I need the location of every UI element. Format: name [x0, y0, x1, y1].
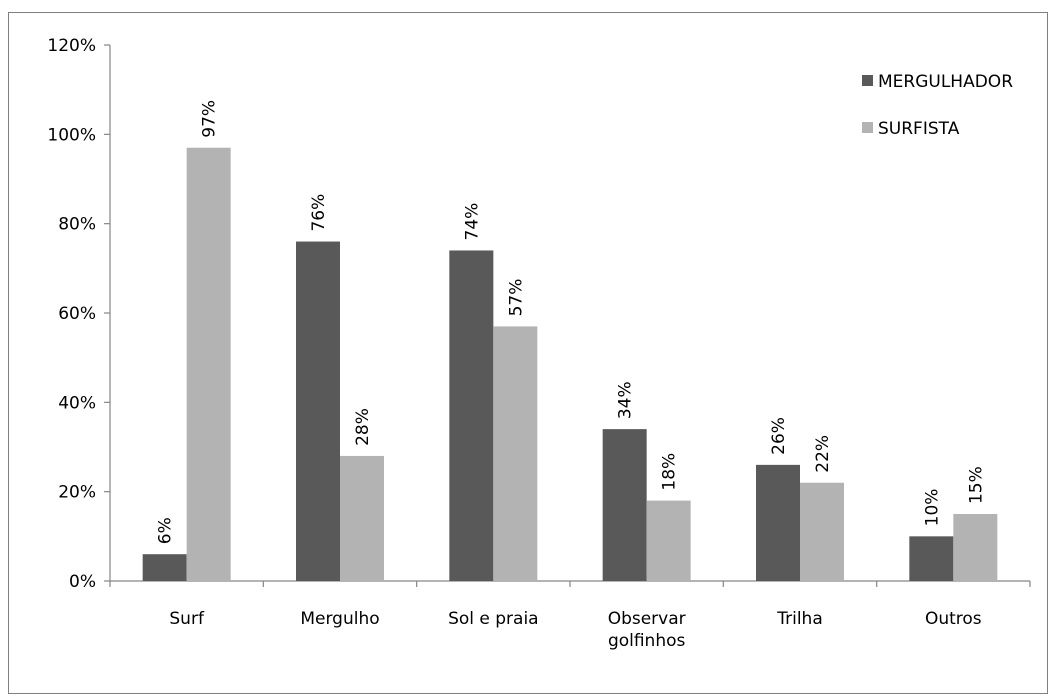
- data-label: 74%: [462, 203, 482, 241]
- data-label: 28%: [353, 408, 373, 446]
- bar: [449, 250, 494, 581]
- y-tick-label: 120%: [47, 36, 96, 56]
- x-tick-label: Outros: [925, 609, 982, 629]
- bar: [909, 536, 954, 581]
- bar: [340, 455, 384, 581]
- legend-swatch: [862, 75, 873, 86]
- data-labels: 6% 97% 76% 28% 74% 57% 34% 18% 26% 22% 10% 15%: [156, 100, 987, 544]
- bar: [953, 514, 998, 581]
- data-label: 34%: [616, 381, 636, 419]
- legend: MERGULHADOR SURFISTA: [862, 72, 1013, 139]
- bar: [186, 147, 231, 581]
- bar: [296, 241, 340, 582]
- y-tick-label: 80%: [58, 215, 96, 235]
- y-tick-label: 100%: [47, 125, 96, 145]
- bar: [646, 500, 691, 581]
- data-label: 97%: [200, 100, 220, 138]
- y-tick-label: 0%: [69, 572, 96, 592]
- legend-label: MERGULHADOR: [878, 72, 1013, 92]
- x-tick-label: Surf: [169, 609, 205, 629]
- bar: [493, 326, 538, 581]
- data-label: 18%: [660, 453, 680, 491]
- data-label: 22%: [813, 435, 833, 473]
- data-label: 57%: [506, 279, 526, 317]
- bar: [756, 464, 800, 581]
- data-label: 76%: [309, 194, 329, 232]
- y-tick-label: 40%: [58, 393, 96, 413]
- legend-swatch: [862, 122, 873, 133]
- x-tick-label: Observar golfinhos: [608, 609, 686, 651]
- data-label: 26%: [769, 417, 789, 455]
- x-tick-label: Trilha: [776, 609, 823, 629]
- bar: [602, 429, 647, 581]
- x-axis: Surf Mergulho Sol e praia Observar golfinhos…: [109, 580, 1031, 651]
- x-tick-label: Sol e praia: [448, 609, 539, 629]
- x-tick-label: Mergulho: [300, 609, 379, 629]
- bar: [142, 554, 187, 581]
- legend-label: SURFISTA: [878, 119, 960, 139]
- data-label: 15%: [966, 466, 986, 504]
- bars: [142, 147, 998, 582]
- data-label: 10%: [922, 489, 942, 527]
- y-axis: 0% 20% 40% 60% 80% 100% 120%: [47, 36, 111, 592]
- y-tick-label: 60%: [58, 304, 96, 324]
- data-label: 6%: [156, 517, 176, 544]
- bar: [800, 482, 844, 581]
- y-tick-label: 20%: [58, 483, 96, 503]
